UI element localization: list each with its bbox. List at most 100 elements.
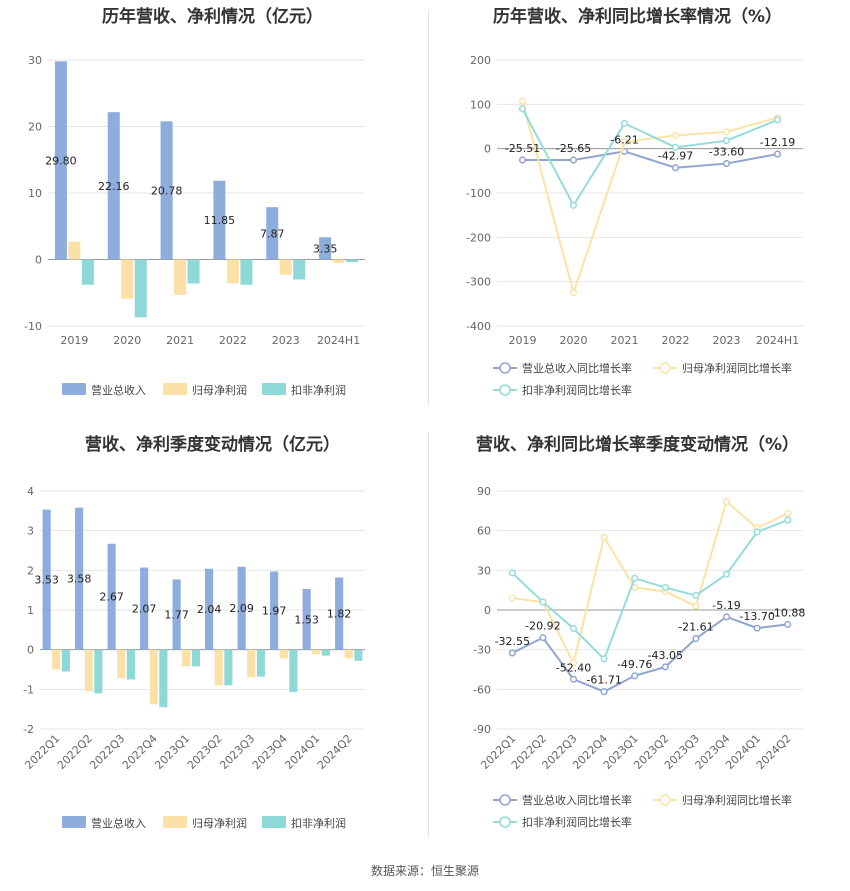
bar <box>247 649 256 678</box>
y-tick-label: 100 <box>470 98 491 111</box>
data-label: 3.58 <box>67 573 92 586</box>
legend-label: 扣非净利润同比增长率 <box>522 815 632 829</box>
x-tick-label: 2019 <box>509 334 537 347</box>
bar <box>75 507 84 650</box>
bar <box>61 649 70 672</box>
data-label: -42.97 <box>658 150 693 163</box>
x-tick-label: 2023Q3 <box>217 732 257 772</box>
data-point <box>773 116 782 124</box>
bar <box>312 649 321 655</box>
bar <box>149 649 158 705</box>
bar <box>226 259 239 284</box>
bar <box>237 566 246 650</box>
y-tick-label: -2 <box>23 723 34 736</box>
bar <box>54 61 67 260</box>
data-label: 3.53 <box>34 574 59 587</box>
data-point <box>692 591 700 600</box>
data-point <box>600 688 608 696</box>
y-tick-label: 60 <box>477 525 491 538</box>
bar <box>140 567 149 650</box>
x-tick-label: 2022 <box>662 334 690 347</box>
data-point <box>620 119 629 127</box>
data-point <box>722 498 731 506</box>
x-tick-label: 2022Q3 <box>87 732 127 772</box>
legend-label: 归母净利润同比增长率 <box>682 361 792 375</box>
data-label: 2.07 <box>132 603 157 616</box>
data-point <box>661 583 669 592</box>
x-tick-label: 2022Q2 <box>55 732 95 772</box>
series-line <box>521 100 778 297</box>
data-label: -6.21 <box>610 133 638 146</box>
data-point <box>692 602 700 610</box>
data-point <box>722 613 731 621</box>
x-tick-label: 2020 <box>113 334 141 347</box>
y-tick-label: 0 <box>27 644 34 657</box>
x-tick-label: 2023Q1 <box>152 732 192 772</box>
data-point <box>753 528 761 536</box>
bar <box>187 259 200 284</box>
legend-marker <box>659 362 671 374</box>
data-label: -33.60 <box>709 146 744 159</box>
bar <box>213 180 226 260</box>
quarterly-revenue-profit-chart: 营收、净利季度变动情况（亿元）-2-1012342022Q12022Q22022… <box>22 434 365 830</box>
data-point <box>569 289 578 297</box>
legend-marker <box>499 384 511 396</box>
bar <box>335 577 344 650</box>
data-label: -52.40 <box>556 661 591 674</box>
data-point <box>569 156 578 164</box>
data-point <box>508 649 516 657</box>
data-point <box>692 635 700 643</box>
x-tick-label: 2022Q4 <box>120 732 160 772</box>
annual-revenue-profit-chart: 历年营收、净利情况（亿元） -10 0 10 20 30 2019 2020 2021 2022 2… <box>24 6 365 397</box>
y-tick-label: 3 <box>27 525 34 538</box>
data-point <box>539 598 547 606</box>
x-tick-label: 2022Q1 <box>22 732 62 772</box>
data-label: -49.76 <box>617 658 652 671</box>
bar <box>42 509 51 650</box>
bar <box>172 579 181 650</box>
data-label: -20.92 <box>525 620 560 633</box>
x-tick-label: 2023 <box>272 334 300 347</box>
vertical-divider-top <box>428 10 429 405</box>
data-label: -10.88 <box>770 606 805 619</box>
x-tick-label: 2024H1 <box>317 334 360 347</box>
data-point <box>539 634 547 642</box>
bar <box>68 241 81 260</box>
y-tick-label: 2 <box>27 564 34 577</box>
chart-title: 营收、净利同比增长率季度变动情况（%） <box>476 434 799 455</box>
y-tick-label: -400 <box>466 320 491 333</box>
bar <box>134 259 147 318</box>
series-line <box>512 499 789 666</box>
data-label: -5.19 <box>712 599 740 612</box>
legend-label: 归母净利润同比增长率 <box>682 793 792 807</box>
y-tick-label: -1 <box>23 683 34 696</box>
bar <box>293 259 306 280</box>
series-line <box>511 519 789 661</box>
data-label: 11.85 <box>204 214 236 227</box>
y-tick-label: 200 <box>470 54 491 67</box>
bar <box>270 571 279 650</box>
bar <box>52 649 61 670</box>
y-tick-label: 90 <box>477 485 491 498</box>
bar <box>214 649 223 686</box>
data-label: -21.61 <box>678 621 713 634</box>
data-point <box>631 672 639 680</box>
legend-label: 扣非净利润 <box>291 816 346 830</box>
bar <box>126 649 135 680</box>
data-point <box>569 659 578 667</box>
data-point <box>722 570 731 578</box>
legend-marker <box>659 794 671 806</box>
data-label: 2.67 <box>99 591 124 604</box>
x-tick-label: 2024Q2 <box>315 732 355 772</box>
y-tick-label: 30 <box>28 54 42 67</box>
legend-swatch <box>163 816 187 828</box>
data-label: 2.09 <box>229 602 254 615</box>
data-point <box>518 105 527 113</box>
data-point <box>569 675 578 683</box>
legend-label: 归母净利润 <box>192 383 247 397</box>
y-tick-label: -30 <box>473 644 491 657</box>
data-source-note: 数据来源：恒生聚源 <box>370 864 479 878</box>
data-point <box>518 156 527 164</box>
data-point <box>671 131 680 139</box>
legend-label: 营业总收入 <box>91 816 146 830</box>
